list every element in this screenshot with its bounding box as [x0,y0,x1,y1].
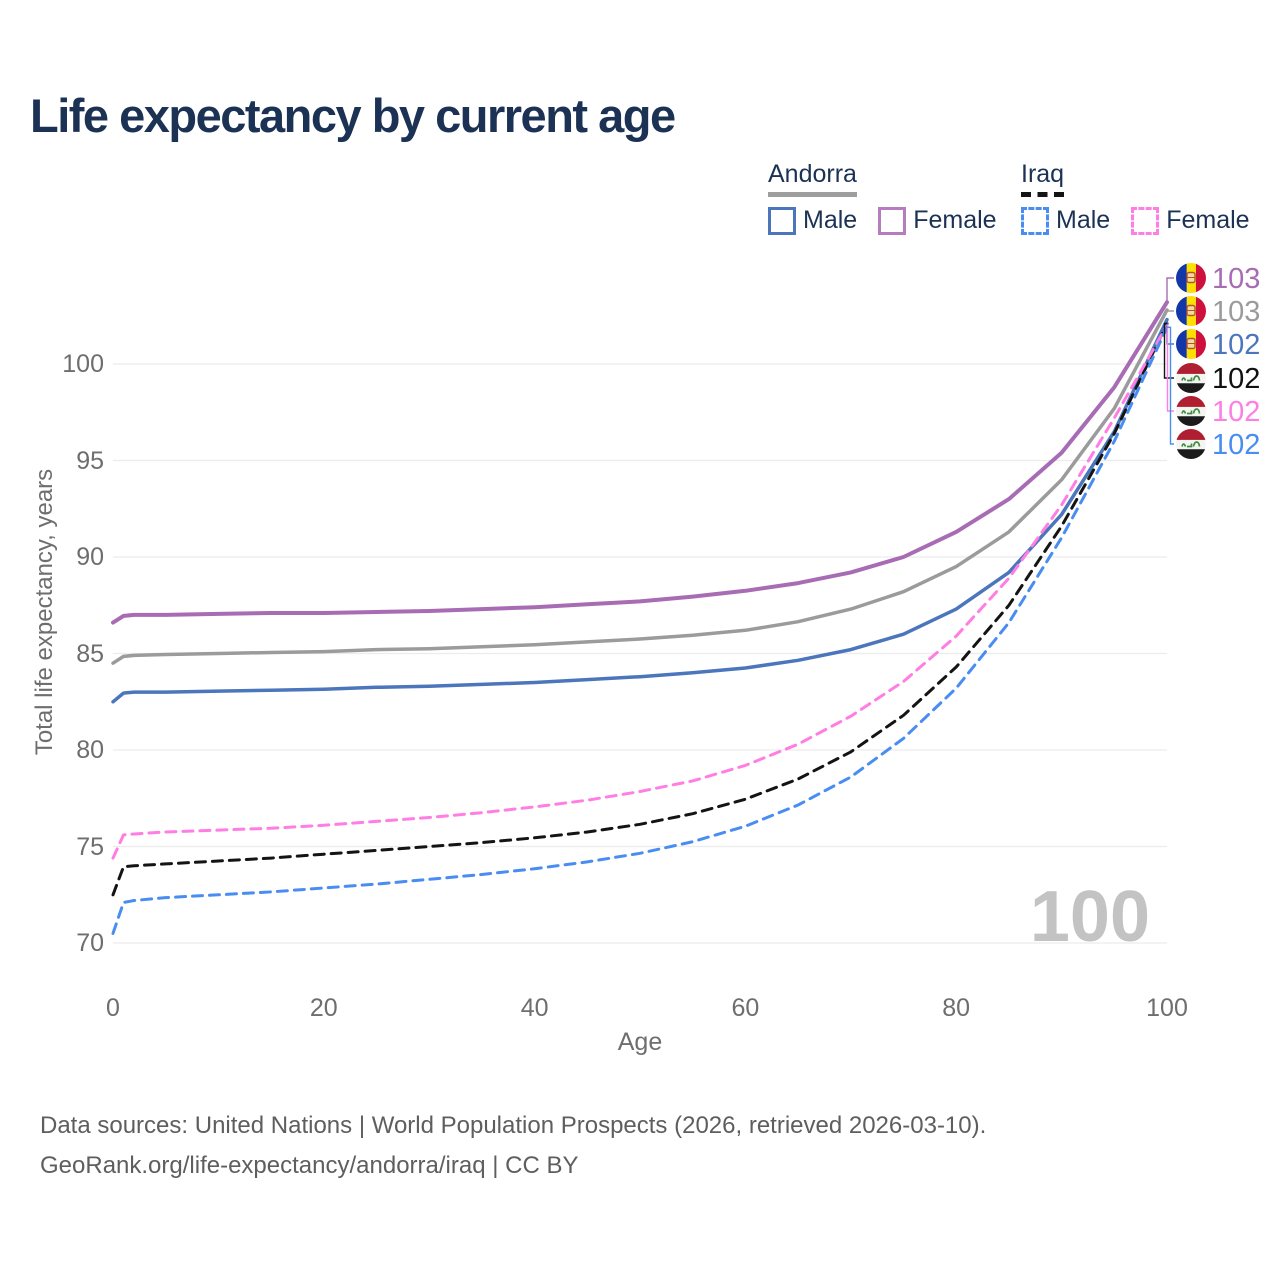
x-tick-label-40: 40 [520,994,549,1022]
y-tick-label-90: 90 [76,543,104,571]
legend-swatch-iraq-male-icon[interactable] [1021,206,1049,235]
legend-label-andorra-male[interactable]: Male [803,206,858,234]
legend-label-andorra-female[interactable]: Female [913,206,997,234]
x-axis-title: Age [617,1028,663,1056]
legend-row-andorra: Male Female [768,206,1018,235]
y-tick-label-85: 85 [76,639,104,668]
footer-url: GeoRank.org/life-expectancy/andorra/iraq… [40,1152,579,1179]
legend-label-iraq-female[interactable]: Female [1166,206,1250,234]
y-tick-label-70: 70 [76,929,104,957]
andorra-flag-icon [1176,263,1206,293]
end-label-value-3: 102 [1212,363,1260,395]
curve-iraq-male [111,325,1169,935]
y-tick-label-80: 80 [76,736,104,764]
y-tick-label-95: 95 [76,446,104,475]
x-tick-label-20: 20 [309,994,338,1022]
x-tick-label-0: 0 [106,994,120,1022]
legend-swatch-andorra-female-icon[interactable] [878,206,907,235]
curve-iraq-female [111,323,1169,860]
legend-row-iraq: Male Female [1021,206,1271,235]
legend-group-iraq: Iraq Male Female [1021,160,1271,235]
andorra-flag-icon [1176,296,1206,326]
iraq-flag-icon [1176,429,1206,459]
x-tick-label-60: 60 [731,994,760,1022]
curve-andorra-both-sexes [111,308,1169,665]
curve-andorra-male [111,317,1169,704]
footer: Data sources: United Nations | World Pop… [40,1106,986,1186]
iraq-flag-icon [1176,363,1206,393]
curve-iraq-both-sexes [111,322,1169,897]
end-label-value-0: 103 [1212,263,1260,295]
footer-data-sources: Data sources: United Nations | World Pop… [40,1112,987,1139]
leader-line-1 [1166,309,1174,312]
leader-line-5 [1167,326,1174,445]
andorra-flag-icon [1176,329,1206,359]
end-label-value-5: 102 [1212,429,1260,461]
legend-label-iraq-male[interactable]: Male [1056,206,1111,234]
legend-group-andorra: Andorra Male Female [768,160,1018,235]
end-label-value-2: 102 [1212,329,1260,361]
iraq-flag-icon [1176,396,1206,426]
leader-line-0 [1166,277,1174,303]
x-tick-label-100: 100 [1146,994,1188,1022]
end-label-value-1: 103 [1212,296,1260,328]
legend-swatch-iraq-female-icon[interactable] [1131,206,1160,235]
y-tick-label-75: 75 [76,832,104,861]
legend-country-andorra[interactable]: Andorra [768,160,857,197]
x-tick-label-80: 80 [942,994,971,1022]
legend-country-iraq[interactable]: Iraq [1021,160,1065,197]
y-tick-label-100: 100 [62,350,104,378]
page-title: Life expectancy by current age [30,89,676,142]
leader-line-3 [1163,322,1174,379]
end-label-value-4: 102 [1212,396,1260,428]
legend-swatch-andorra-male-icon[interactable] [768,206,796,235]
curve-andorra-female [111,300,1169,625]
age-watermark: 100 [1029,877,1150,957]
